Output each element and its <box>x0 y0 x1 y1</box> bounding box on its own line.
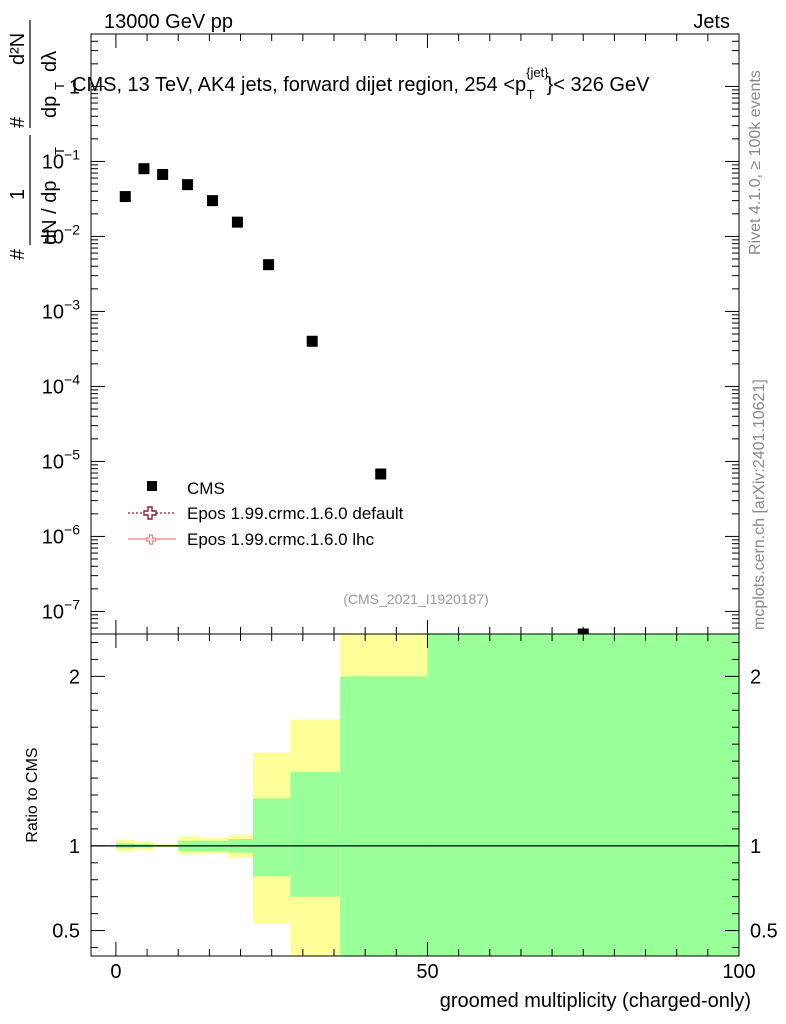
svg-text:dN / dp: dN / dp <box>39 181 61 245</box>
legend-epos-lhc-label: Epos 1.99.crmc.1.6.0 lhc <box>187 530 375 549</box>
cms-data-point <box>231 216 243 228</box>
legend-epos-default-marker <box>143 506 157 520</box>
ratio-y-axis-label: Ratio to CMS <box>24 747 41 842</box>
svg-text:#: # <box>7 248 29 260</box>
svg-text:1: 1 <box>7 189 29 200</box>
y-tick-label: 10−6 <box>42 521 80 548</box>
main-y-axis-label: # 1 d²N dN / dp T dp T # dλ <box>7 20 67 260</box>
ratio-y-tick-label: 1 <box>69 836 80 858</box>
y-tick-label: 10−3 <box>42 296 80 323</box>
legend-entry-cms: CMS <box>147 479 225 498</box>
legend: CMS Epos 1.99.crmc.1.6.0 default Epos 1.… <box>128 479 404 549</box>
ratio-y-tick-label-right: 1 <box>750 836 761 858</box>
legend-cms-marker <box>147 481 157 491</box>
y-tick-label: 10−2 <box>42 221 80 248</box>
stat-uncertainty-band <box>290 772 341 897</box>
svg-text:d²N: d²N <box>7 33 29 65</box>
svg-text:dp: dp <box>39 96 61 118</box>
energy-label: 13000 GeV pp <box>104 11 233 33</box>
ratio-y-tick-label: 2 <box>69 666 80 688</box>
category-label: Jets <box>693 11 730 33</box>
stat-uncertainty-band <box>253 798 291 877</box>
svg-text:T: T <box>52 147 67 155</box>
y-tick-label: 10−4 <box>42 371 80 398</box>
svg-text:T: T <box>52 82 67 90</box>
rivet-label: Rivet 4.1.0, ≥ 100k events <box>747 70 764 255</box>
cms-data-point <box>157 168 169 180</box>
legend-epos-default-label: Epos 1.99.crmc.1.6.0 default <box>187 504 404 523</box>
ratio-axis-ticks <box>91 634 740 956</box>
cms-data-point <box>375 468 387 480</box>
stat-uncertainty-band <box>427 634 739 956</box>
x-tick-label: 0 <box>110 961 121 983</box>
plot-title: CMS, 13 TeV, AK4 jets, forward dijet reg… <box>72 65 650 102</box>
main-axis-ticks <box>91 33 740 635</box>
cms-data-point <box>138 163 150 175</box>
cms-data-point <box>119 191 131 203</box>
x-tick-label: 100 <box>722 961 755 983</box>
cms-data-point <box>263 259 275 271</box>
svg-text:#: # <box>7 116 29 128</box>
ratio-x-tick-labels: 0 50 100 <box>110 961 755 983</box>
stat-uncertainty-band <box>340 676 428 956</box>
y-tick-label: 1 <box>69 76 80 98</box>
y-tick-label: 10−7 <box>42 596 80 623</box>
ratio-y-tick-label: 0.5 <box>52 921 80 943</box>
mcplots-label: mcplots.cern.ch [arXiv:2401.10621] <box>751 379 768 630</box>
ratio-y-tick-label-right: 0.5 <box>750 921 778 943</box>
x-tick-label: 50 <box>416 961 438 983</box>
legend-epos-lhc-marker <box>145 534 157 545</box>
legend-entry-epos-default: Epos 1.99.crmc.1.6.0 default <box>128 504 404 523</box>
ratio-y-tick-label-right: 2 <box>750 666 761 688</box>
ratio-uncertainty-bands <box>115 634 739 956</box>
legend-cms-label: CMS <box>187 479 225 498</box>
cms-data-points <box>119 163 589 640</box>
cms-data-point <box>207 195 218 207</box>
main-y-tick-labels: 10−7 10−6 10−5 10−4 10−3 10−2 10−1 1 <box>42 76 80 623</box>
legend-entry-epos-lhc: Epos 1.99.crmc.1.6.0 lhc <box>128 530 375 549</box>
x-axis-label: groomed multiplicity (charged-only) <box>440 990 751 1012</box>
y-tick-label: 10−5 <box>42 446 80 473</box>
y-tick-label: 10−1 <box>42 146 80 173</box>
cms-data-point <box>182 179 194 191</box>
ratio-y-tick-labels: 0.5 0.5 1 1 2 2 <box>52 666 778 942</box>
analysis-watermark: (CMS_2021_I1920187) <box>343 591 489 607</box>
cms-data-point <box>306 335 318 347</box>
svg-text:dλ: dλ <box>39 51 61 72</box>
